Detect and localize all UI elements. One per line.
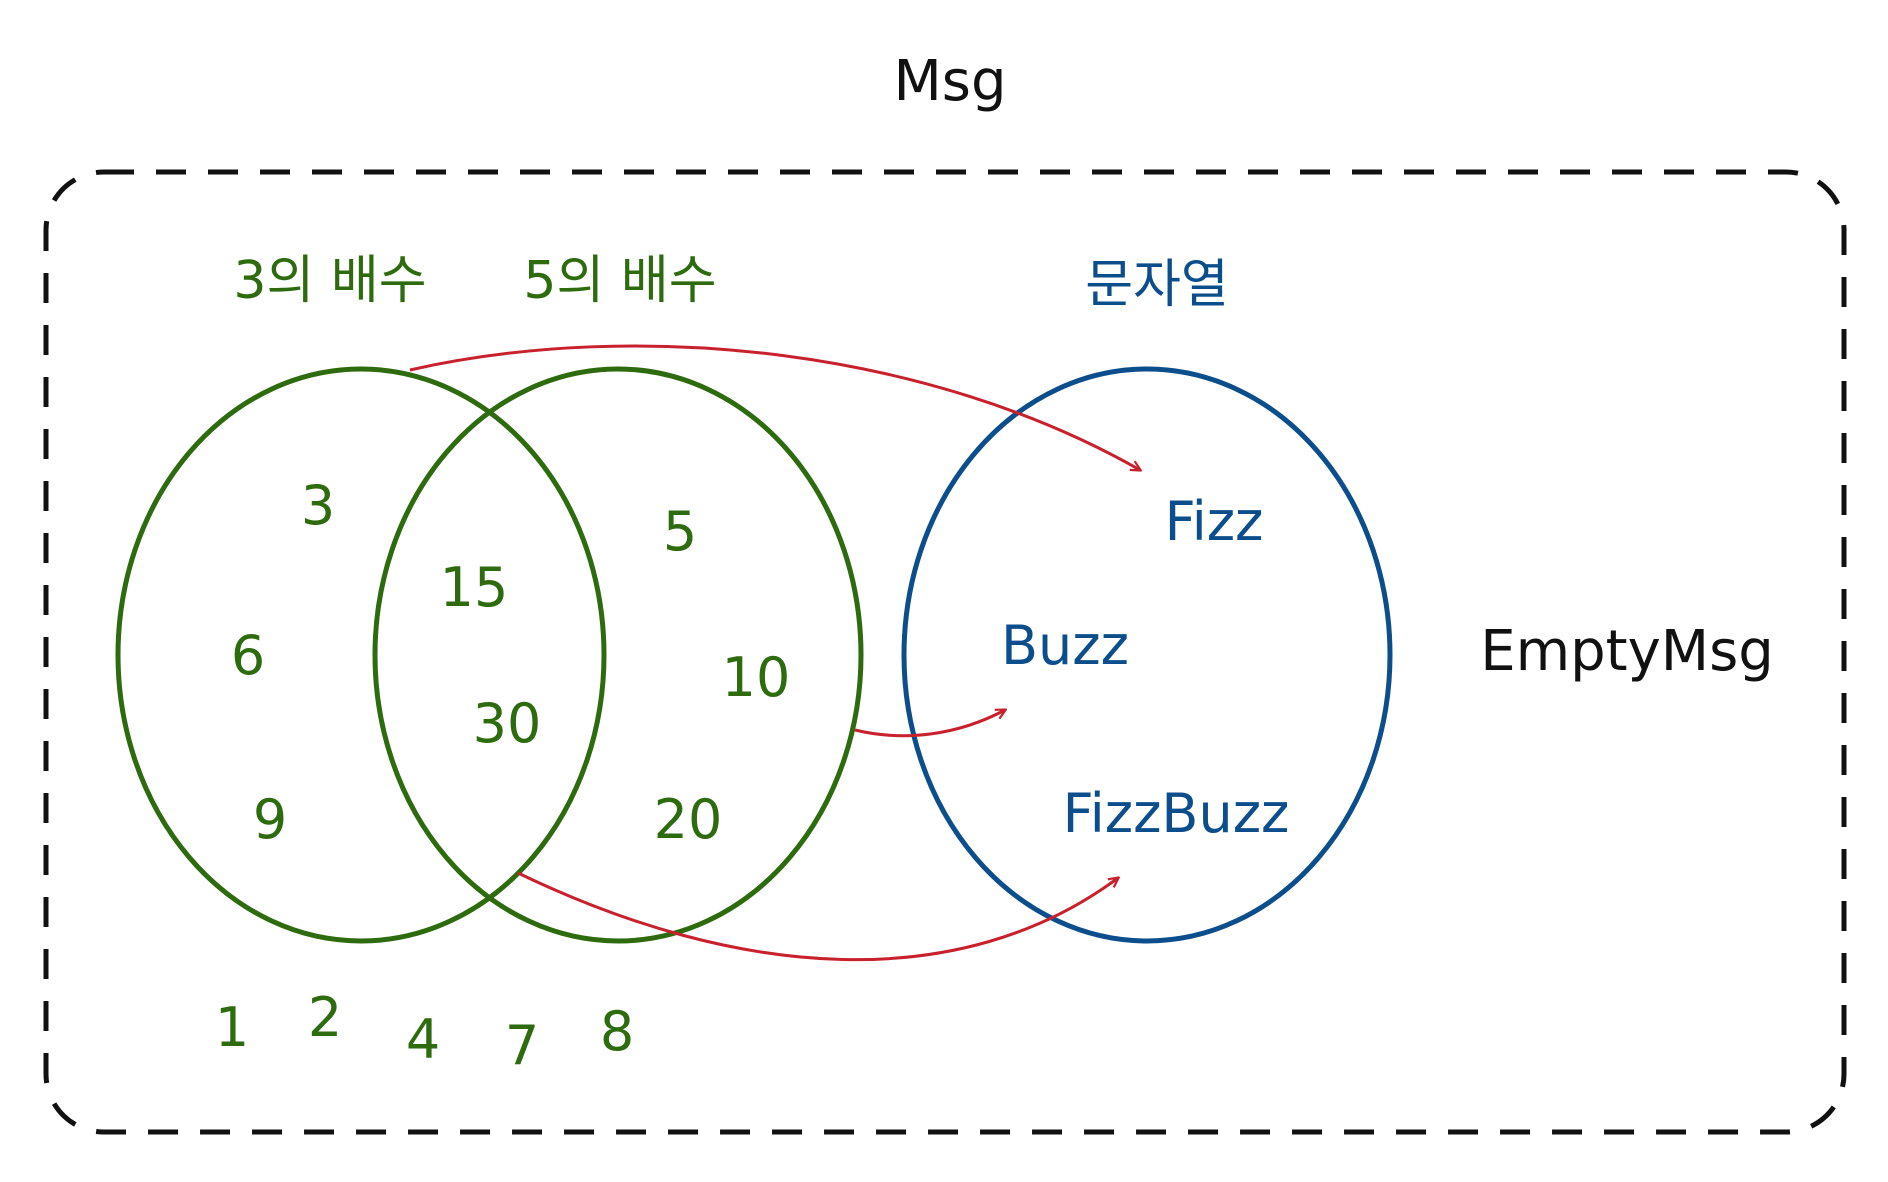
ellipse-strings xyxy=(901,366,1393,944)
other-number-2: 2 xyxy=(308,986,342,1049)
element-20: 20 xyxy=(654,788,723,851)
element-10: 10 xyxy=(722,646,791,709)
element-3: 3 xyxy=(301,474,335,537)
msg-boundary xyxy=(43,169,1847,1135)
string-fizz: Fizz xyxy=(1165,490,1264,553)
other-number-8: 8 xyxy=(600,1000,634,1063)
set-title-multiples-of-5: 5의 배수 xyxy=(523,251,716,311)
other-number-1: 1 xyxy=(215,996,249,1059)
element-30: 30 xyxy=(473,692,542,755)
element-15: 15 xyxy=(440,556,509,619)
other-number-4: 4 xyxy=(406,1008,440,1071)
ellipse-multiples-of-3 xyxy=(115,366,607,944)
emptymsg-label: EmptyMsg xyxy=(1480,619,1774,684)
arrow-intersection-to-fizzbuzz xyxy=(517,871,1118,962)
set-title-multiples-of-3: 3의 배수 xyxy=(233,251,426,311)
other-number-7: 7 xyxy=(505,1014,539,1077)
element-6: 6 xyxy=(231,624,265,687)
element-9: 9 xyxy=(253,788,287,851)
set-title-strings: 문자열 xyxy=(1085,255,1229,315)
arrow-multiples-of-3-to-fizz xyxy=(409,344,1140,470)
ellipse-multiples-of-5 xyxy=(372,366,864,944)
string-buzz: Buzz xyxy=(1001,614,1129,677)
diagram-title: Msg xyxy=(893,49,1006,114)
arrow-multiples-of-5-to-buzz xyxy=(854,710,1005,738)
string-fizzbuzz: FizzBuzz xyxy=(1063,782,1290,845)
element-5: 5 xyxy=(663,500,697,563)
